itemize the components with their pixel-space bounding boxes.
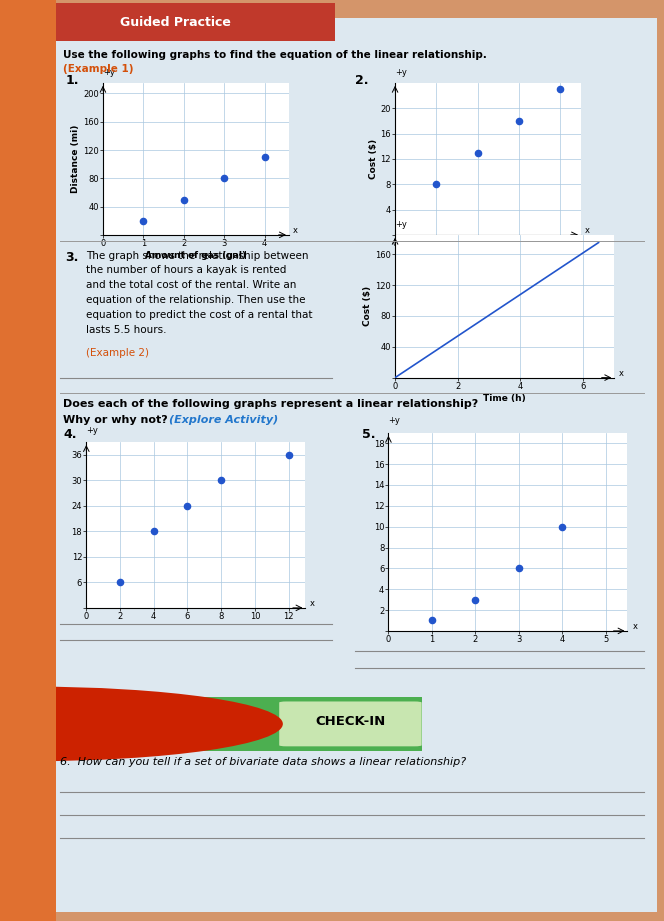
Text: +y: +y — [388, 416, 400, 425]
Text: x: x — [619, 368, 623, 378]
Text: 3.: 3. — [65, 251, 78, 263]
Point — [513, 561, 524, 576]
Point — [555, 82, 566, 97]
X-axis label: Time (h): Time (h) — [467, 251, 509, 260]
Text: ?: ? — [21, 715, 33, 733]
Point — [138, 214, 149, 228]
Text: 5.: 5. — [362, 428, 375, 441]
Point — [149, 524, 159, 539]
Text: Use the following graphs to find the equation of the linear relationship.: Use the following graphs to find the equ… — [63, 50, 487, 60]
X-axis label: Time (h): Time (h) — [483, 393, 526, 402]
Text: Guided Practice: Guided Practice — [120, 16, 230, 29]
Text: +y: +y — [103, 68, 115, 76]
Point — [219, 171, 230, 186]
Text: x: x — [310, 599, 315, 608]
Point — [259, 150, 270, 165]
Point — [284, 448, 294, 462]
Text: x: x — [632, 622, 637, 631]
Point — [426, 613, 437, 628]
Point — [472, 146, 483, 160]
Y-axis label: Distance (mi): Distance (mi) — [71, 124, 80, 193]
Point — [470, 592, 481, 607]
Point — [179, 192, 189, 207]
Text: 4.: 4. — [63, 428, 76, 441]
Point — [557, 519, 568, 534]
Point — [216, 473, 226, 488]
Text: Why or why not?: Why or why not? — [63, 415, 175, 426]
Text: The graph shows the relationship between
the number of hours a kayak is rented
a: The graph shows the relationship between… — [86, 251, 313, 334]
Text: (Example 1): (Example 1) — [63, 64, 133, 74]
Text: Does each of the following graphs represent a linear relationship?: Does each of the following graphs repres… — [63, 399, 478, 409]
Text: x: x — [293, 226, 297, 235]
Text: +y: +y — [86, 426, 98, 436]
Text: x: x — [585, 226, 590, 235]
Text: (Explore Activity): (Explore Activity) — [169, 415, 279, 426]
Text: +y: +y — [395, 220, 407, 229]
Text: CHECK-IN: CHECK-IN — [315, 715, 386, 728]
FancyBboxPatch shape — [279, 702, 422, 746]
Text: ESSENTIAL: ESSENTIAL — [118, 715, 199, 728]
Point — [115, 575, 125, 589]
Text: QUESTION: QUESTION — [201, 715, 278, 728]
Text: 6.  How can you tell if a set of bivariate data shows a linear relationship?: 6. How can you tell if a set of bivariat… — [60, 757, 466, 767]
Point — [514, 113, 525, 128]
Text: (Example 2): (Example 2) — [86, 348, 149, 358]
Y-axis label: Cost ($): Cost ($) — [369, 139, 378, 179]
Point — [182, 498, 193, 513]
Point — [431, 177, 442, 192]
Y-axis label: Cost ($): Cost ($) — [363, 286, 373, 326]
Text: +y: +y — [395, 68, 407, 76]
Text: 2.: 2. — [355, 74, 369, 87]
Circle shape — [0, 686, 283, 762]
X-axis label: Amount of gas (gal): Amount of gas (gal) — [145, 251, 246, 260]
Text: 1.: 1. — [65, 74, 78, 87]
